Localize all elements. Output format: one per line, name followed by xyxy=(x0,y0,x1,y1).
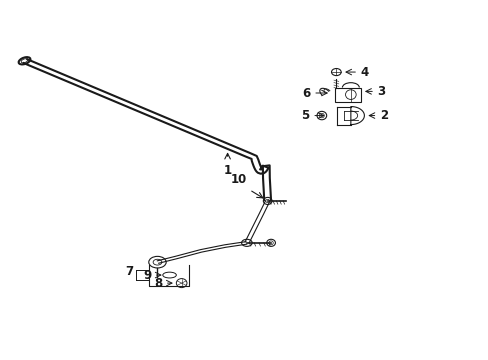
Ellipse shape xyxy=(331,68,341,76)
Ellipse shape xyxy=(176,279,186,288)
Text: 5: 5 xyxy=(301,109,309,122)
Ellipse shape xyxy=(345,90,355,99)
Text: 3: 3 xyxy=(377,85,385,98)
Text: 9: 9 xyxy=(143,269,151,282)
Ellipse shape xyxy=(263,197,271,204)
Ellipse shape xyxy=(266,239,275,246)
Text: 7: 7 xyxy=(125,265,133,278)
FancyBboxPatch shape xyxy=(334,87,361,102)
Text: 6: 6 xyxy=(302,86,310,99)
Circle shape xyxy=(148,256,166,268)
Ellipse shape xyxy=(163,272,176,278)
Text: 1: 1 xyxy=(223,164,231,177)
Ellipse shape xyxy=(316,111,326,120)
Text: 10: 10 xyxy=(230,173,246,186)
Text: 2: 2 xyxy=(379,109,387,122)
Ellipse shape xyxy=(21,59,28,63)
Text: 8: 8 xyxy=(154,276,162,289)
Text: 4: 4 xyxy=(360,66,368,78)
